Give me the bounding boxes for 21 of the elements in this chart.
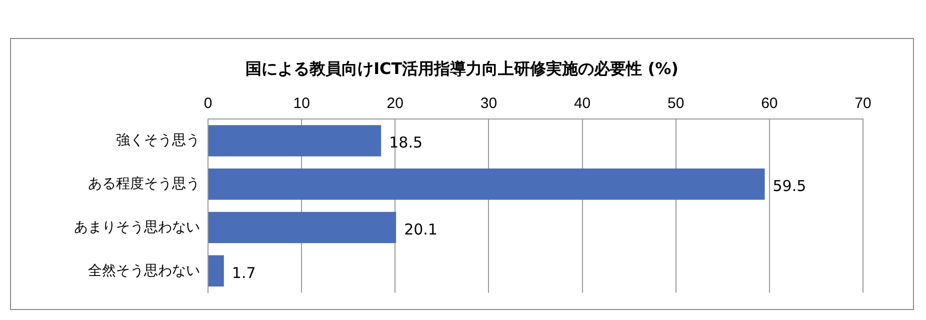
y-tick-label: 強くそう思う [116,132,200,148]
x-tick-label: 40 [574,95,591,112]
y-tick-label: ある程度そう思う [88,174,200,191]
bar [208,255,224,287]
x-tick-label: 70 [854,95,872,112]
bar [208,212,396,244]
bar [208,125,382,156]
x-tick-label: 50 [668,95,684,112]
y-tick-label: 全然そう思わない [88,262,200,278]
data-label: 18.5 [389,134,423,152]
chart-title: 国による教員向けICT活用指導力向上研修実施の必要性 (%) [244,59,680,80]
y-tick-label: あまりそう思わない [74,218,200,234]
data-label: 59.5 [772,176,806,195]
x-tick-label: 30 [480,95,498,112]
x-tick-label: 10 [293,95,310,112]
data-label: 20.1 [404,220,438,238]
x-tick-label: 60 [761,95,778,112]
data-label: 1.7 [232,264,256,282]
bar [208,168,765,200]
x-tick-label: 0 [204,95,212,112]
x-tick-label: 20 [386,95,404,112]
